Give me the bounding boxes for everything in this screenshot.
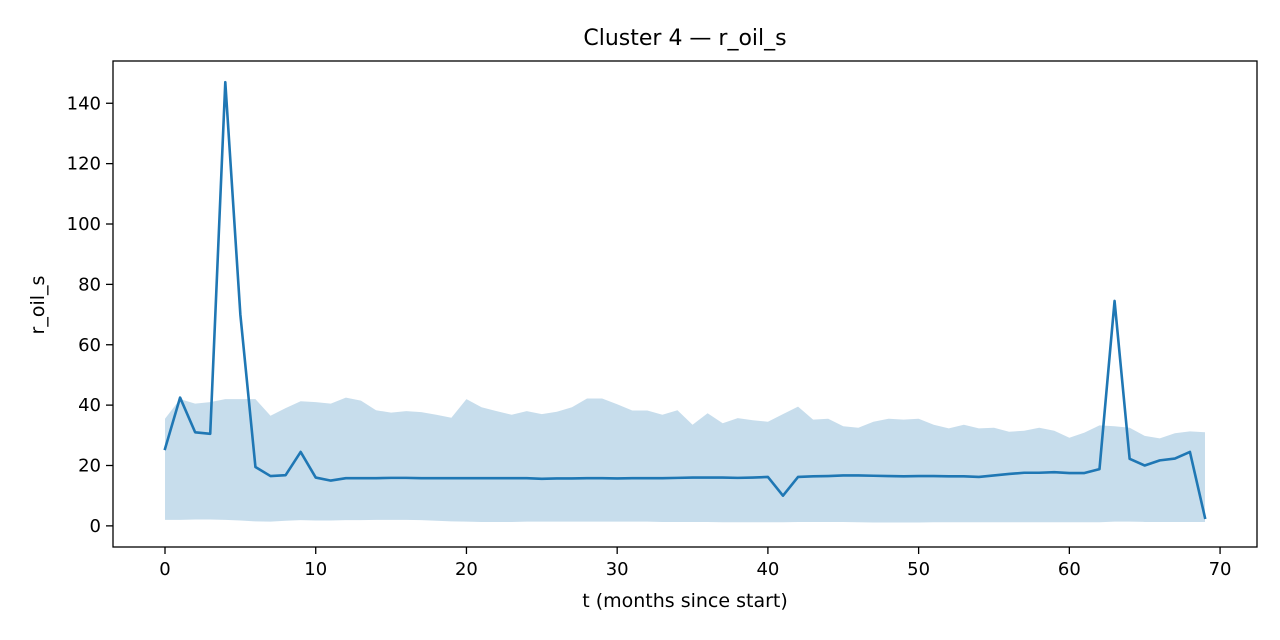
y-tick-label: 120: [67, 154, 101, 175]
x-axis-title: t (months since start): [582, 590, 788, 612]
x-tick-label: 60: [1058, 559, 1081, 580]
x-tick-label: 40: [756, 559, 779, 580]
y-tick-label: 100: [67, 214, 101, 235]
x-tick-label: 20: [455, 559, 478, 580]
y-tick-label: 60: [78, 335, 101, 356]
series-line-0: [163, 80, 1207, 520]
y-tick-label: 80: [78, 274, 101, 295]
confidence-band: [165, 397, 1205, 523]
x-axis-ticks: 0 10 20 30 40 50 60 70: [159, 547, 1232, 580]
y-tick-label: 140: [67, 93, 101, 114]
series-line-layer: [163, 80, 1207, 520]
x-tick-label: 50: [907, 559, 930, 580]
y-tick-label: 20: [78, 455, 101, 476]
x-tick-label: 30: [606, 559, 629, 580]
x-tick-label: 70: [1209, 559, 1232, 580]
x-tick-label: 0: [159, 559, 170, 580]
y-axis-ticks: 0 20 40 60 80 100 120 140: [67, 93, 113, 537]
y-tick-label: 40: [78, 395, 101, 416]
x-tick-label: 10: [304, 559, 327, 580]
y-axis-title: r_oil_s: [27, 276, 49, 335]
plot-frame: [112, 60, 1258, 548]
y-tick-label: 0: [90, 516, 101, 537]
confidence-band-layer: [165, 397, 1205, 523]
chart-title: Cluster 4 — r_oil_s: [583, 26, 786, 51]
